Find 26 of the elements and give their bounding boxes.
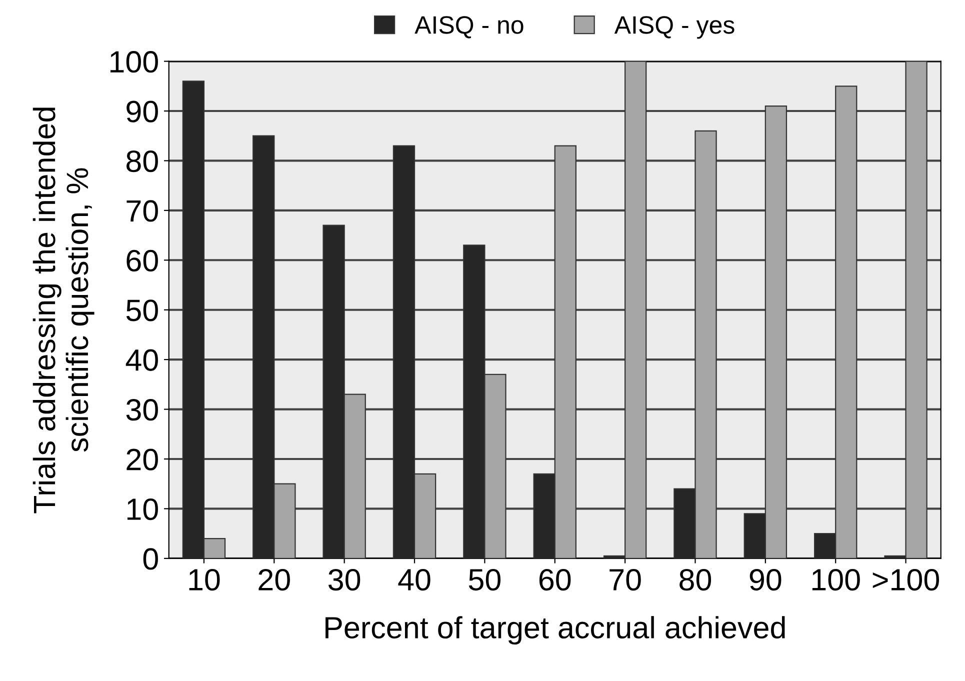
x-tick-label: 30: [328, 568, 360, 591]
y-tick-label: 50: [126, 300, 158, 322]
y-axis-title: Trials addressing the intended scientific question, %: [32, 108, 94, 514]
y-tick-label: 80: [126, 150, 158, 172]
x-tick-label: 20: [258, 568, 290, 591]
x-tick-label: 10: [189, 568, 220, 591]
x-tick-label: 50: [468, 568, 500, 591]
y-tick-label: 10: [128, 498, 158, 520]
legend-label: AISQ - no: [414, 16, 524, 38]
x-tick-label: 80: [680, 568, 712, 591]
y-tick-label: 100: [110, 51, 158, 73]
x-tick-label: 40: [398, 568, 430, 591]
y-tick-label: 60: [126, 250, 158, 272]
x-tick-label: 100: [812, 568, 860, 591]
y-tick-label: 70: [126, 200, 158, 222]
y-tick-label: 90: [126, 100, 158, 122]
y-tick-label: 40: [126, 349, 158, 371]
x-tick-label: 70: [610, 568, 641, 591]
y-tick-label: 0: [143, 548, 158, 570]
y-tick-label: 30: [126, 399, 158, 421]
x-tick-label: 90: [750, 568, 782, 591]
legend-label: AISQ - yes: [614, 16, 734, 39]
x-tick-label: 60: [539, 568, 571, 591]
x-tick-label: >100: [872, 568, 940, 591]
y-tick-label: 20: [126, 448, 158, 470]
x-axis-title: Percent of target accrual achieved: [326, 616, 785, 645]
